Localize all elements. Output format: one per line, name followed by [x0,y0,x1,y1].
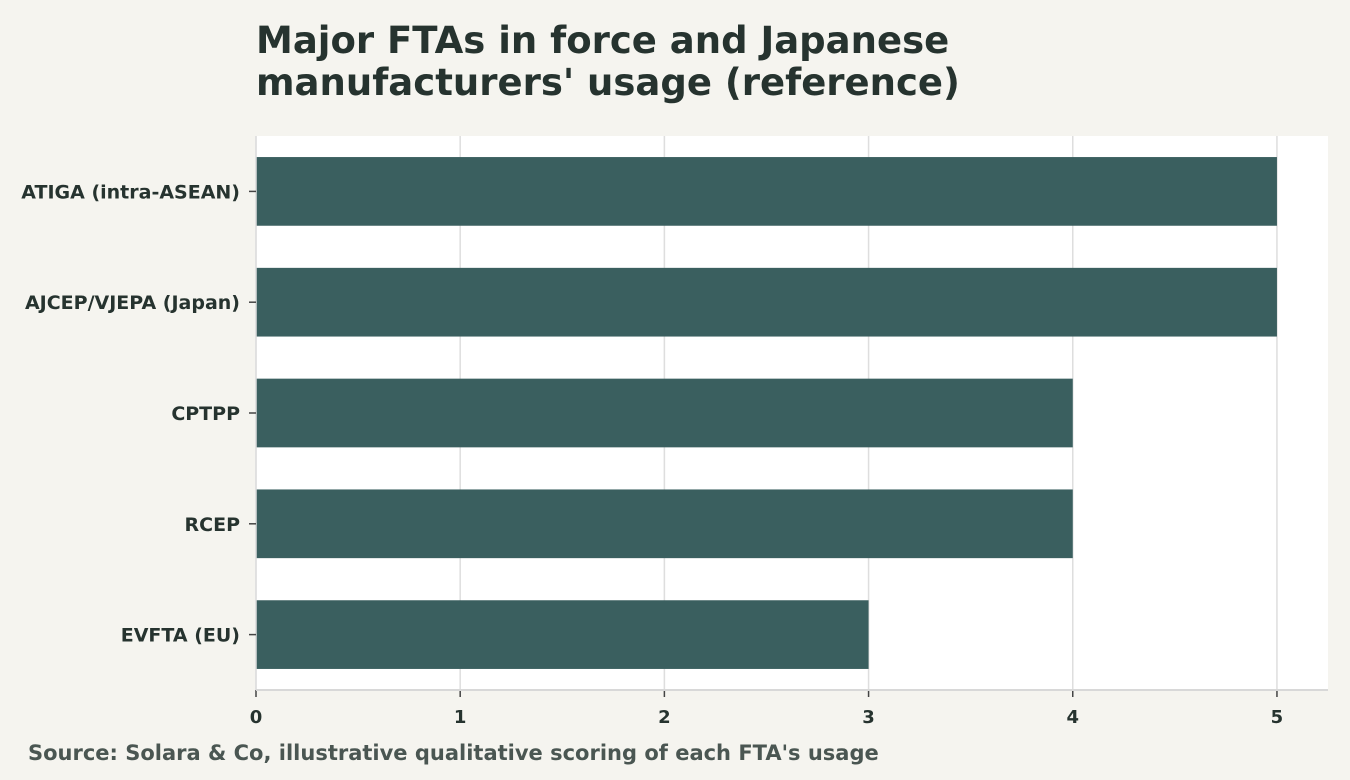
category-label: AJCEP/VJEPA (Japan) [25,292,240,314]
bar [256,378,1073,448]
bar [256,267,1277,337]
category-labels: ATIGA (intra-ASEAN) AJCEP/VJEPA (Japan) CP… [21,181,240,646]
bar [256,157,1277,226]
category-label: RCEP [185,514,241,536]
x-tick-label: 2 [658,707,671,728]
x-tick-label: 1 [454,707,467,728]
category-label: CPTPP [171,403,240,425]
x-tick-label: 5 [1271,707,1284,728]
bars [256,157,1277,669]
x-tick-label: 4 [1066,707,1079,728]
source-note: Source: Solara & Co, illustrative qualit… [28,741,879,765]
x-tick-labels: 0 1 2 3 4 5 [250,707,1283,728]
x-tick-label: 0 [250,707,263,728]
x-tick-label: 3 [862,707,875,728]
axes [249,136,1328,697]
category-label: EVFTA (EU) [121,625,240,647]
category-label: ATIGA (intra-ASEAN) [21,181,240,203]
chart-title: Major FTAs in force and Japanese manufac… [256,19,960,104]
bar [256,489,1073,559]
bar [256,600,869,669]
